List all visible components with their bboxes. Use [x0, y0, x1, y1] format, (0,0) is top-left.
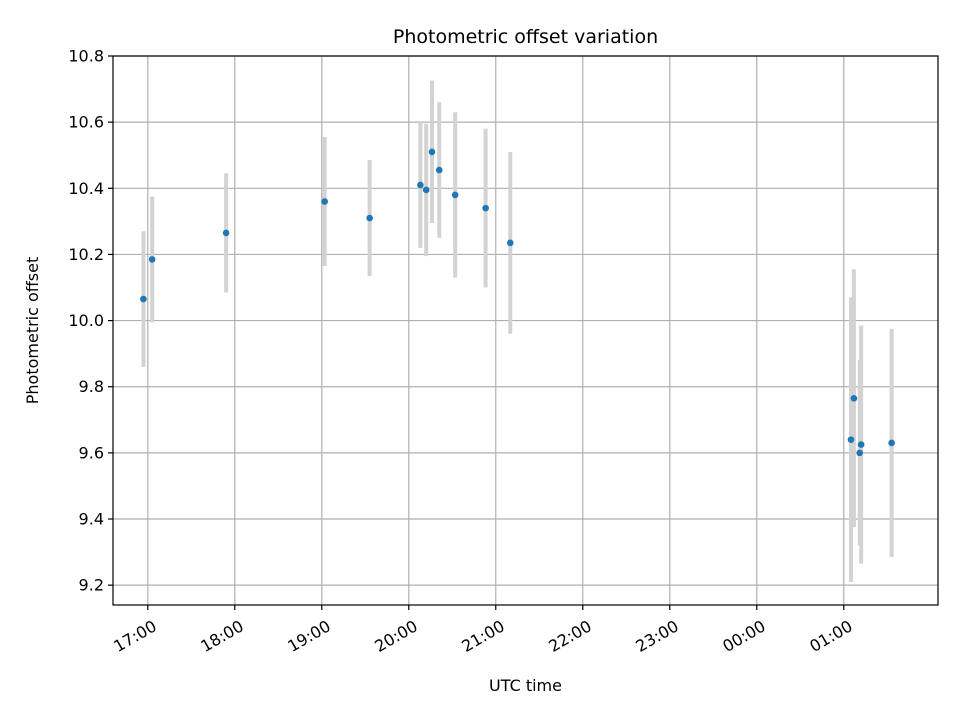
- data-points: [140, 148, 895, 457]
- y-tick-label: 9.2: [79, 576, 104, 595]
- grid: [113, 55, 938, 605]
- data-point: [435, 166, 443, 174]
- data-point: [422, 186, 430, 194]
- y-tick-label: 10.6: [68, 113, 104, 132]
- y-tick-label: 9.4: [79, 510, 104, 529]
- y-tick-label: 10.8: [68, 47, 104, 66]
- y-tick-label: 10.4: [68, 179, 104, 198]
- y-tick-label: 10.0: [68, 311, 104, 330]
- chart-title: Photometric offset variation: [393, 26, 658, 48]
- y-axis: 9.2 9.4 9.6 9.8 10.0 10.2 10.4 10.6 10.8: [68, 47, 113, 595]
- y-tick-label: 10.2: [68, 245, 104, 264]
- data-point: [856, 449, 864, 457]
- y-tick-label: 9.6: [79, 443, 104, 462]
- data-point: [148, 256, 156, 263]
- data-point: [366, 214, 373, 222]
- y-tick-label: 9.8: [79, 377, 104, 396]
- data-point: [321, 198, 328, 205]
- data-point: [482, 204, 489, 212]
- data-point: [888, 439, 895, 447]
- data-point: [451, 191, 459, 199]
- data-point: [857, 441, 865, 448]
- data-point: [417, 181, 424, 189]
- data-point: [428, 148, 436, 156]
- data-point: [140, 295, 147, 303]
- data-point: [222, 229, 230, 237]
- y-axis-label: Photometric offset: [23, 257, 42, 405]
- plot-frame: [112, 55, 939, 606]
- x-axis-label: UTC time: [489, 676, 562, 695]
- data-point: [850, 394, 858, 402]
- data-point: [847, 436, 855, 443]
- data-point: [506, 239, 514, 247]
